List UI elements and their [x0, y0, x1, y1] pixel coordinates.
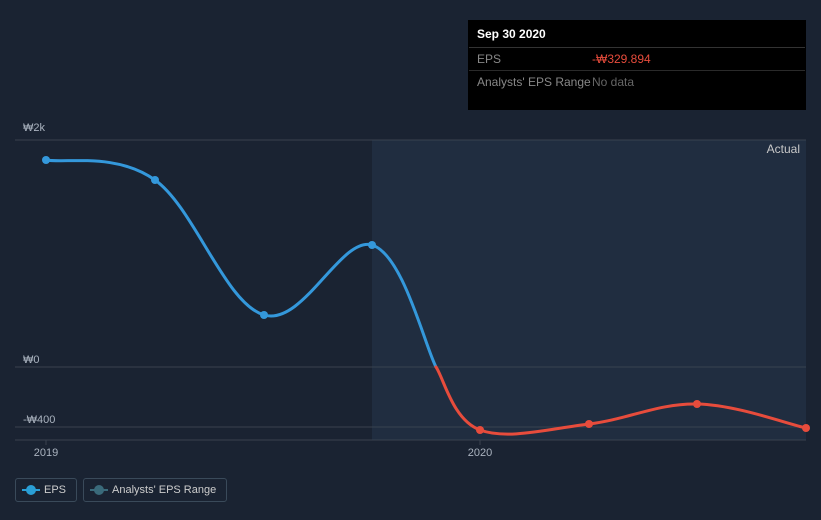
range-marker-icon	[94, 485, 104, 495]
legend-item-eps[interactable]: EPS	[15, 478, 77, 502]
svg-text:Actual: Actual	[767, 142, 800, 156]
svg-text:2020: 2020	[468, 447, 492, 459]
eps-marker-icon	[26, 485, 36, 495]
tooltip-row: Analysts' EPS RangeNo data	[469, 71, 805, 109]
tooltip-row: EPS-₩329.894	[469, 48, 805, 71]
tooltip-value: -₩329.894	[592, 52, 651, 66]
svg-text:₩0: ₩0	[23, 354, 40, 366]
tooltip-value: No data	[592, 75, 634, 89]
svg-text:₩2k: ₩2k	[23, 122, 46, 134]
svg-text:2019: 2019	[34, 447, 58, 459]
tooltip-label: EPS	[477, 52, 592, 66]
tooltip-date: Sep 30 2020	[469, 21, 805, 48]
legend-label: Analysts' EPS Range	[112, 484, 216, 496]
legend-label: EPS	[44, 484, 66, 496]
legend-item-range[interactable]: Analysts' EPS Range	[83, 478, 227, 502]
svg-text:-₩400: -₩400	[23, 414, 55, 426]
chart-tooltip: Sep 30 2020 EPS-₩329.894Analysts' EPS Ra…	[468, 20, 806, 110]
tooltip-label: Analysts' EPS Range	[477, 75, 592, 89]
chart-legend: EPS Analysts' EPS Range	[15, 478, 227, 502]
